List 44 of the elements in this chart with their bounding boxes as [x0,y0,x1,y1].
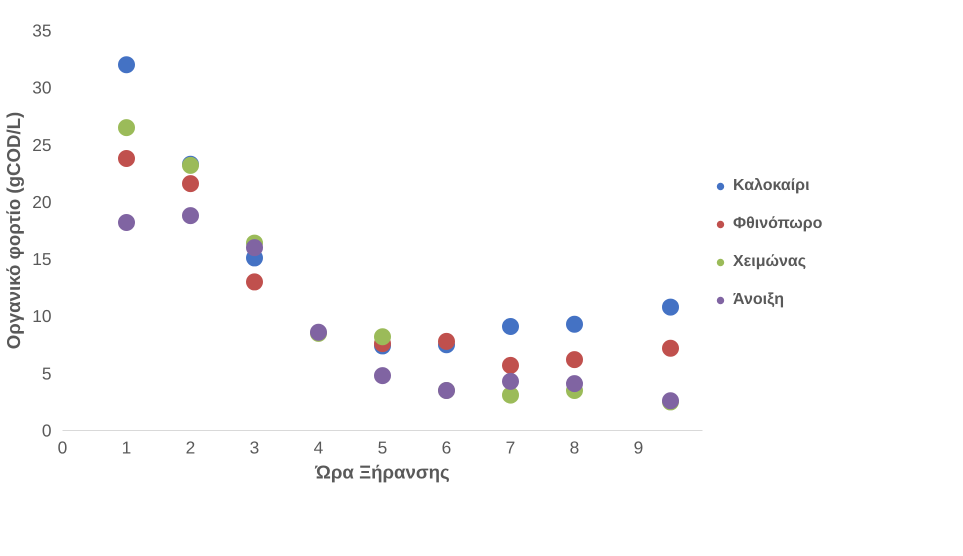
point [566,375,583,392]
y-tick-label: 35 [32,20,52,40]
y-tick-label: 25 [32,134,52,155]
point [246,239,263,256]
y-axis-title: Οργανικό φορτίο (gCOD/L) [3,112,24,350]
x-tick-label: 3 [250,438,260,458]
point [502,318,519,335]
point [118,214,135,231]
point [502,356,519,374]
point [182,207,199,224]
x-tick-label: 7 [506,438,516,458]
point [246,273,263,290]
point [502,372,519,390]
y-tick-label: 20 [32,192,52,212]
y-tick-label: 0 [42,420,52,440]
point [118,150,135,167]
point [118,56,135,74]
x-tick-label: 5 [378,438,388,458]
point [182,175,199,192]
legend-label: Άνοιξη [733,291,784,309]
y-tick-label: 15 [32,249,52,270]
x-tick-label: 0 [58,438,68,458]
x-tick-label: 1 [122,438,132,458]
point [374,367,391,384]
legend-label: Καλοκαίρι [733,177,810,195]
x-tick-label: 2 [186,438,196,458]
point [502,386,519,404]
point [566,351,583,368]
point [662,298,679,316]
point [374,328,391,346]
y-tick-label: 10 [32,306,52,326]
x-tick-label: 9 [634,438,644,458]
x-tick-label: 8 [570,438,580,458]
point [118,119,135,136]
x-axis-title: Ώρα Ξήρανσης [314,462,450,482]
point [566,316,583,333]
legend-label: Χειμώνας [733,253,806,271]
y-tick-label: 5 [42,363,52,384]
point [438,332,455,350]
legend-label: Φθινόπωρο [733,215,822,233]
y-tick-label: 30 [32,78,52,98]
x-tick-label: 4 [314,438,324,458]
point [662,340,679,357]
x-tick-label: 6 [442,438,452,458]
